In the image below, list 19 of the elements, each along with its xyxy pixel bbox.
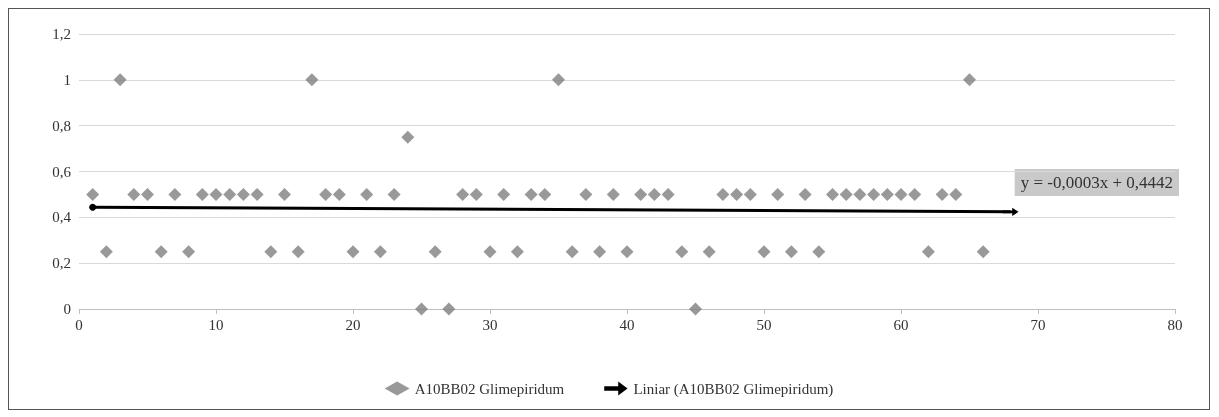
y-tick-label: 1,2 bbox=[52, 26, 71, 42]
y-tick-label: 0,2 bbox=[52, 255, 71, 272]
y-tick-label: 1 bbox=[63, 71, 71, 88]
x-tick-label: 30 bbox=[482, 316, 498, 333]
y-tick-label: 0,4 bbox=[52, 209, 72, 226]
y-tick-label: 0 bbox=[63, 301, 71, 317]
legend-label: Liniar (A10BB02 Glimepiridum) bbox=[633, 380, 834, 398]
annotation: y = -0,0003x + 0,4442 bbox=[1020, 173, 1174, 192]
x-tick-label: 60 bbox=[893, 316, 909, 333]
x-tick-label: 50 bbox=[756, 316, 772, 333]
y-tick-label: 0,8 bbox=[52, 117, 71, 134]
x-tick-label: 80 bbox=[1167, 316, 1183, 333]
x-tick-label: 20 bbox=[345, 316, 361, 333]
y-tick-label: 0,6 bbox=[52, 163, 72, 180]
legend-label: A10BB02 Glimepiridum bbox=[414, 380, 565, 397]
x-tick-label: 0 bbox=[75, 316, 83, 333]
x-tick-label: 10 bbox=[208, 316, 224, 333]
x-tick-label: 70 bbox=[1030, 316, 1046, 333]
x-tick-label: 40 bbox=[619, 316, 635, 333]
